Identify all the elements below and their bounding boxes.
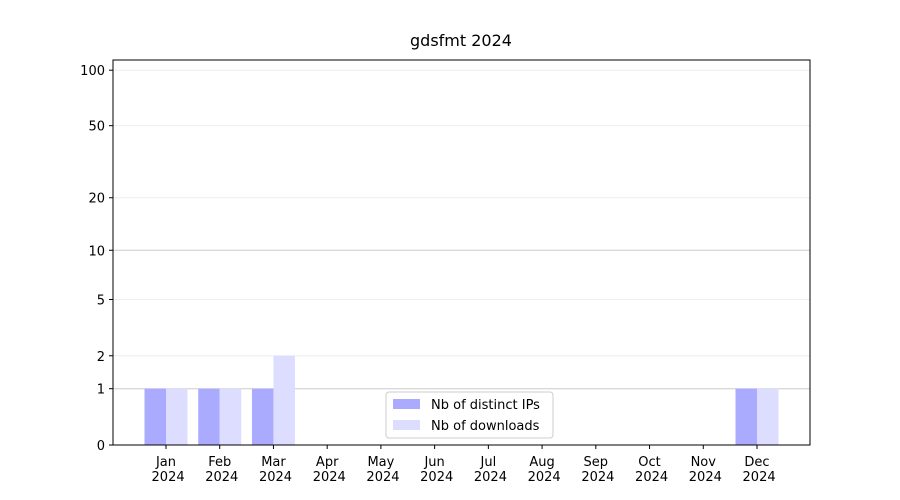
legend-swatch bbox=[393, 399, 420, 409]
y-tick-label: 5 bbox=[97, 293, 105, 308]
x-tick-label: Aug 2024 bbox=[523, 455, 560, 485]
bar bbox=[251, 388, 274, 445]
x-tick-label: Jan 2024 bbox=[147, 455, 184, 485]
bar bbox=[166, 388, 188, 445]
x-tick-label: Mar 2024 bbox=[255, 455, 292, 485]
x-tick-label: Dec 2024 bbox=[738, 455, 775, 485]
legend-label: Nb of downloads bbox=[431, 419, 540, 434]
bar bbox=[757, 388, 779, 445]
y-tick-label: 1 bbox=[97, 383, 105, 398]
x-tick-label: May 2024 bbox=[362, 455, 399, 485]
y-tick-label: 50 bbox=[88, 120, 105, 135]
bar bbox=[273, 355, 295, 445]
y-tick-label: 10 bbox=[88, 244, 105, 259]
legend-swatch bbox=[393, 420, 420, 430]
legend-label: Nb of distinct IPs bbox=[431, 398, 540, 413]
x-tick-label: Nov 2024 bbox=[685, 455, 722, 485]
y-tick-label: 0 bbox=[97, 439, 105, 454]
axes-frame bbox=[112, 59, 811, 446]
bar bbox=[198, 388, 220, 445]
legend: Nb of distinct IPs Nb of downloads bbox=[385, 391, 554, 439]
x-tick-label: Jul 2024 bbox=[470, 455, 507, 485]
y-tick-label: 2 bbox=[97, 350, 105, 365]
y-tick-label: 20 bbox=[88, 192, 105, 207]
chart-title: gdsfmt 2024 bbox=[410, 31, 512, 50]
x-tick-label: Apr 2024 bbox=[309, 455, 346, 485]
x-tick-label: Feb 2024 bbox=[201, 455, 238, 485]
legend-box bbox=[385, 391, 554, 439]
bar bbox=[144, 388, 166, 445]
x-tick-label: Jun 2024 bbox=[416, 455, 453, 485]
x-tick-label: Oct 2024 bbox=[631, 455, 668, 485]
x-tick-label: Sep 2024 bbox=[577, 455, 614, 485]
bar bbox=[219, 388, 242, 445]
bar bbox=[735, 388, 757, 445]
y-tick-label: 100 bbox=[80, 64, 105, 79]
